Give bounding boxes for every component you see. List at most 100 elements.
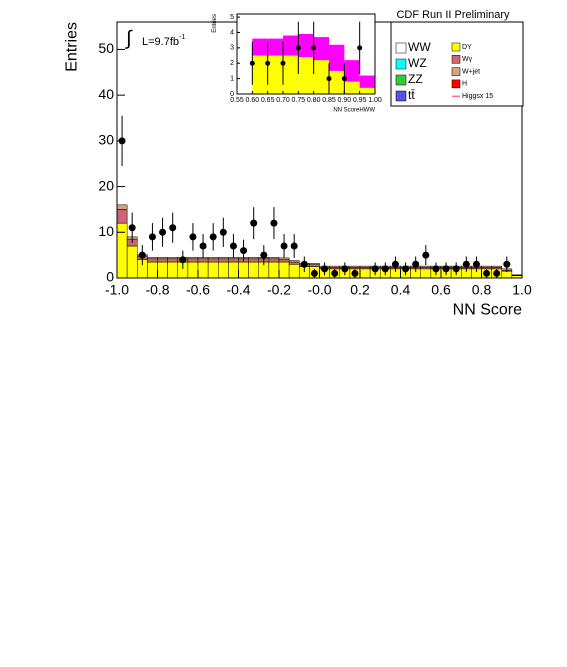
data-point xyxy=(189,233,197,241)
histogram-bar xyxy=(344,81,360,94)
legend-box xyxy=(390,21,524,107)
x-tick-label: 0.8 xyxy=(472,281,492,297)
data-point xyxy=(326,76,332,82)
x-tick-label: 0.75 xyxy=(292,97,306,104)
x-tick-label: 0.80 xyxy=(307,97,321,104)
y-tick-label: 2 xyxy=(230,60,234,67)
histogram-bar xyxy=(147,257,158,260)
data-point xyxy=(179,256,187,264)
y-tick-label: 4 xyxy=(230,29,234,36)
x-tick-label: 0.6 xyxy=(431,281,451,297)
data-point xyxy=(250,219,258,227)
histogram-bar xyxy=(313,60,329,94)
x-tick-label: 0.90 xyxy=(338,97,352,104)
histogram-bar xyxy=(157,257,168,260)
histogram-bar xyxy=(147,261,158,279)
data-point xyxy=(381,265,389,273)
data-point xyxy=(199,242,207,250)
data-point xyxy=(169,224,177,232)
legend-label: Wγ xyxy=(462,56,473,63)
histogram-bar xyxy=(349,265,361,268)
histogram-bar xyxy=(248,261,259,279)
legend-label: ZZ xyxy=(408,72,423,86)
data-point xyxy=(412,260,420,268)
x-tick-label: -0.6 xyxy=(186,281,210,297)
histogram-bar xyxy=(288,260,300,263)
legend-swatch xyxy=(395,74,407,86)
lumi-label: L=9.7fb-1 xyxy=(142,34,185,48)
histogram-bar xyxy=(491,265,502,268)
histogram-bar xyxy=(344,60,360,82)
x-axis-label: NN ScoreHWW xyxy=(333,108,375,114)
data-point xyxy=(300,260,308,268)
y-tick-label: 30 xyxy=(98,132,114,148)
legend-label: DY xyxy=(462,44,472,51)
legend-swatch xyxy=(451,42,461,52)
data-point xyxy=(472,260,480,268)
x-tick-label: 0.4 xyxy=(391,281,411,297)
data-point xyxy=(422,251,430,259)
histogram-bar xyxy=(248,257,259,260)
legend-label: H xyxy=(462,81,467,88)
histogram-bar xyxy=(267,55,283,94)
legend-swatch xyxy=(451,67,461,76)
histogram-bar xyxy=(157,261,168,279)
histogram-bar xyxy=(207,261,219,279)
histogram-bar xyxy=(116,222,128,279)
histogram-bar xyxy=(218,257,229,260)
legend-swatch xyxy=(395,42,407,54)
data-point xyxy=(249,60,255,66)
histogram-bar xyxy=(207,258,219,263)
data-point xyxy=(310,269,318,277)
legend-label: W+jet xyxy=(462,68,480,75)
axis-frame xyxy=(236,13,376,95)
x-tick-label: -0.4 xyxy=(226,281,250,297)
data-point xyxy=(295,45,301,51)
histogram-bar xyxy=(313,37,329,61)
histogram-bar xyxy=(329,44,345,71)
legend-swatch xyxy=(451,79,461,89)
histogram-bar xyxy=(167,257,178,260)
histogram-bar xyxy=(267,38,283,56)
histogram-bar xyxy=(420,268,432,279)
data-point xyxy=(260,251,268,259)
y-axis-label: Entries xyxy=(63,22,80,72)
histogram-bar xyxy=(278,261,290,279)
histogram-bar xyxy=(359,87,375,94)
legend-label: WW xyxy=(408,40,431,54)
data-point xyxy=(138,251,146,259)
histogram-bar xyxy=(187,258,199,263)
data-point xyxy=(402,265,410,273)
histogram-bar xyxy=(359,268,371,279)
data-point xyxy=(290,242,298,250)
data-point xyxy=(229,242,237,250)
data-point xyxy=(270,219,278,227)
histogram-bar xyxy=(359,75,375,88)
data-point xyxy=(311,45,317,51)
data-point xyxy=(462,260,470,268)
histogram-bar xyxy=(167,261,178,279)
x-tick-label: -0.2 xyxy=(267,281,291,297)
x-tick-label: -0.8 xyxy=(145,281,169,297)
histogram-bar xyxy=(298,57,314,94)
y-tick-label: 50 xyxy=(98,40,114,56)
data-point xyxy=(341,265,349,273)
x-tick-label: 0.55 xyxy=(230,97,244,104)
x-tick-label: 1.0 xyxy=(512,281,532,297)
histogram-bar xyxy=(157,258,168,263)
histogram-bar xyxy=(187,257,199,260)
histogram-bar xyxy=(218,258,229,263)
data-point xyxy=(265,60,271,66)
y-tick-label: 0 xyxy=(230,91,234,98)
histogram-bar xyxy=(147,258,158,263)
data-point xyxy=(280,60,286,66)
histogram-bar xyxy=(197,261,209,279)
histogram-bar xyxy=(228,261,239,279)
data-point xyxy=(442,265,450,273)
data-point xyxy=(240,247,248,255)
histogram-bar xyxy=(309,263,320,265)
data-point xyxy=(483,269,491,277)
title: CDF Run II Preliminary xyxy=(396,9,510,21)
histogram-bar xyxy=(329,70,345,94)
